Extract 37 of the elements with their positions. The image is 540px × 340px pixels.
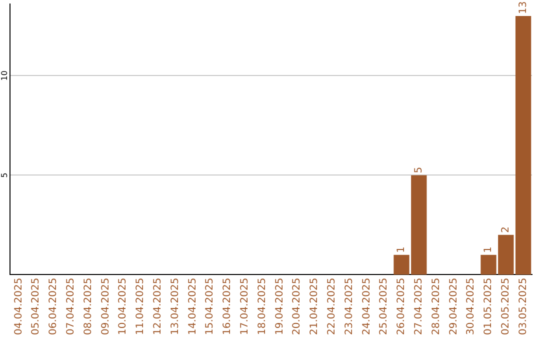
y-tick-label: 10 xyxy=(0,70,10,81)
data-label: 1 xyxy=(483,246,494,253)
x-tick-label: 21.04.2025 xyxy=(309,278,320,336)
x-tick-label: 17.04.2025 xyxy=(239,278,250,336)
x-tick-label: 05.04.2025 xyxy=(30,278,42,336)
x-tick-label: 19.04.2025 xyxy=(274,278,286,336)
x-tick-label: 29.04.2025 xyxy=(448,278,460,336)
x-tick-label: 18.04.2025 xyxy=(256,278,268,336)
x-tick-label: 12.04.2025 xyxy=(152,278,164,336)
data-label: 13 xyxy=(518,1,529,14)
x-tick-label: 04.04.2025 xyxy=(13,278,24,336)
x-tick-label: 15.04.2025 xyxy=(204,278,216,336)
x-tick-label: 10.04.2025 xyxy=(118,278,129,336)
x-tick-label: 01.05.2025 xyxy=(483,278,494,336)
data-label: 5 xyxy=(413,166,424,174)
x-tick-label: 13.04.2025 xyxy=(170,278,181,336)
x-tick-label: 24.04.2025 xyxy=(361,278,372,336)
x-tick-label: 08.04.2025 xyxy=(82,278,94,336)
x-tick-label: 14.04.2025 xyxy=(187,278,198,336)
x-tick-label: 27.04.2025 xyxy=(413,278,424,336)
x-tick-label: 22.04.2025 xyxy=(326,278,338,336)
x-tick-label: 30.04.2025 xyxy=(466,278,477,336)
x-tick-label: 28.04.2025 xyxy=(430,278,442,336)
x-tick-label: 11.04.2025 xyxy=(135,278,146,336)
x-tick-label: 25.04.2025 xyxy=(378,278,390,336)
data-label: 1 xyxy=(396,246,408,253)
x-tick-label: 09.04.2025 xyxy=(100,278,112,336)
x-tick-label: 02.05.2025 xyxy=(500,278,512,336)
x-tick-label: 20.04.2025 xyxy=(292,278,303,336)
x-tick-label: 26.04.2025 xyxy=(396,278,408,336)
x-tick-label: 06.04.2025 xyxy=(48,278,60,336)
x-tick-label: 03.05.2025 xyxy=(518,278,529,336)
data-label: 2 xyxy=(500,226,512,233)
bar xyxy=(515,16,532,275)
x-tick-label: 16.04.2025 xyxy=(222,278,234,336)
x-tick-label: 07.04.2025 xyxy=(65,278,76,336)
x-tick-label: 23.04.2025 xyxy=(344,278,355,336)
